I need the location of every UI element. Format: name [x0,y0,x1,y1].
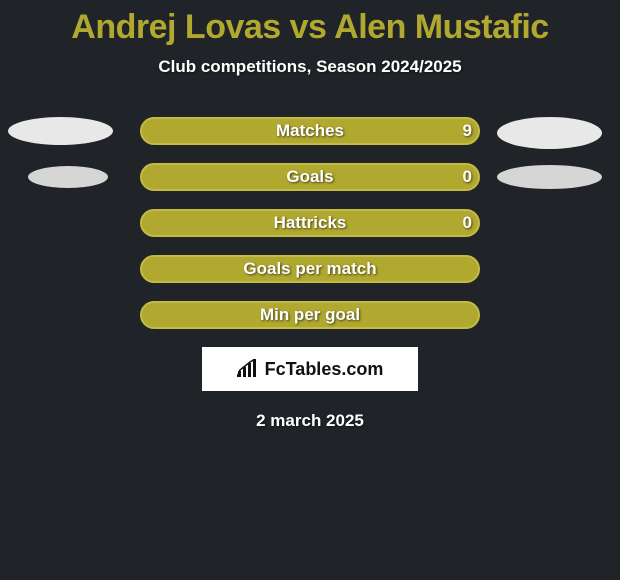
stat-row: Hattricks0 [0,209,620,237]
player2-marker [497,117,602,149]
logo-text: FcTables.com [265,359,384,380]
bar-track [140,301,480,329]
player2-marker [497,165,602,189]
subtitle: Club competitions, Season 2024/2025 [0,57,620,77]
stat-row: Matches9 [0,117,620,145]
logo-badge: FcTables.com [202,347,418,391]
player2-name: Alen Mustafic [334,8,549,46]
bar-fill [140,209,480,237]
vs-text: vs [290,8,327,46]
comparison-chart: Matches9 Goals0 Hattricks0 Goals per match M… [0,117,620,329]
player1-marker [8,117,113,145]
bar-track [140,117,480,145]
bar-track [140,209,480,237]
stat-row: Min per goal [0,301,620,329]
bar-track [140,163,480,191]
bar-fill [140,163,480,191]
bar-track [140,255,480,283]
stat-row: Goals0 [0,163,620,191]
page-title: Andrej Lovas vs Alen Mustafic [0,0,620,47]
stat-row: Goals per match [0,255,620,283]
player1-marker [28,166,108,188]
bar-fill [140,117,480,145]
date-text: 2 march 2025 [0,411,620,431]
chart-icon [237,359,259,379]
player1-name: Andrej Lovas [71,8,280,46]
bar-fill [140,255,480,283]
bar-fill [140,301,480,329]
